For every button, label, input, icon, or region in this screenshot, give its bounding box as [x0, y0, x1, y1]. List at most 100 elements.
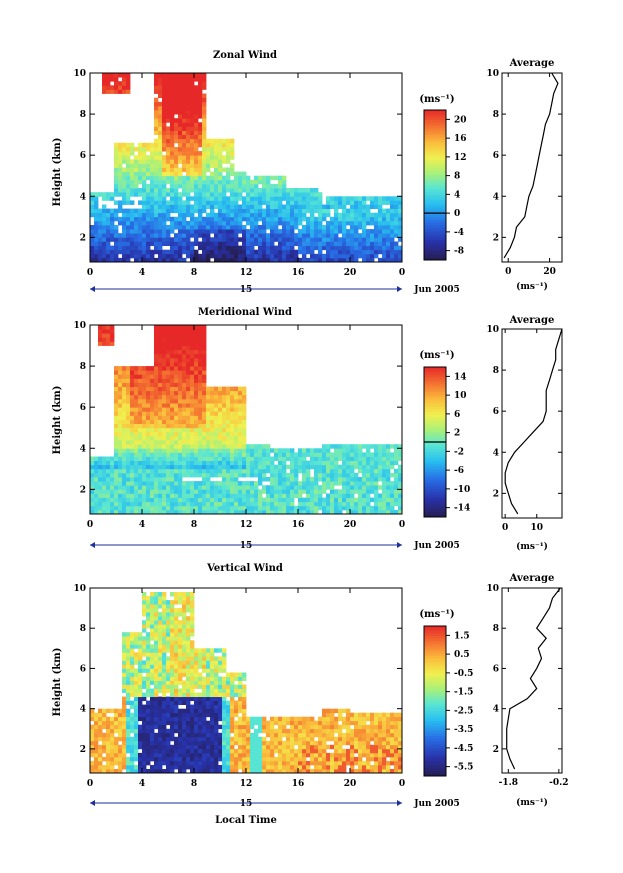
heatmap-cell: [278, 497, 283, 503]
heatmap-cell: [190, 664, 195, 669]
heatmap-cell: [186, 337, 191, 342]
heatmap-cell: [174, 672, 179, 677]
heatmap-cell: [126, 728, 131, 734]
heatmap-cell: [374, 212, 379, 218]
heatmap-cell: [90, 728, 95, 734]
heatmap-cell: [150, 378, 155, 383]
heatmap-cell: [122, 241, 127, 247]
heatmap-cell: [150, 464, 155, 470]
heatmap-cell: [170, 241, 175, 247]
heatmap-cell: [182, 337, 187, 342]
heatmap-cell: [334, 204, 339, 210]
heatmap-cell: [166, 415, 171, 420]
heatmap-cell: [162, 440, 167, 445]
heatmap-cell: [334, 233, 339, 238]
heatmap-cell: [90, 200, 95, 205]
heatmap-cell: [198, 101, 203, 107]
heatmap-cell: [226, 142, 231, 148]
heatmap-cell: [206, 241, 211, 247]
heatmap-cell: [122, 688, 127, 693]
heatmap-cell: [142, 208, 147, 214]
heatmap-cell: [106, 233, 111, 238]
heatmap-cell: [126, 696, 131, 702]
heatmap-cell: [170, 464, 175, 470]
heatmap-cell: [134, 171, 139, 177]
heatmap-cell: [138, 249, 143, 255]
heatmap-cell: [178, 134, 183, 140]
heatmap-cell: [170, 668, 175, 673]
heatmap-cell: [130, 403, 135, 408]
heatmap-cell: [126, 712, 131, 718]
heatmap-cell: [114, 736, 119, 742]
heatmap-cell: [214, 188, 219, 193]
heatmap-cell: [266, 225, 271, 230]
heatmap-cell: [186, 208, 191, 214]
heatmap-cell: [198, 122, 203, 127]
heatmap-cell: [386, 208, 391, 214]
heatmap-cell: [222, 167, 227, 173]
heatmap-cell: [166, 407, 171, 412]
heatmap-cell: [170, 159, 175, 164]
heatmap-cell: [182, 680, 187, 685]
heatmap-cell: [250, 444, 255, 449]
heatmap-cell: [166, 403, 171, 408]
heatmap-cell: [146, 616, 151, 621]
heatmap-cell: [354, 501, 359, 507]
heatmap-cell: [182, 660, 187, 665]
heatmap-cell: [126, 427, 131, 433]
heatmap-cell: [186, 760, 191, 766]
heatmap-cell: [186, 362, 191, 367]
heatmap-cell: [162, 660, 167, 665]
heatmap-cell: [174, 175, 179, 181]
heatmap-cell: [150, 700, 155, 706]
heatmap-cell: [198, 93, 203, 99]
heatmap-cell: [114, 225, 119, 230]
heatmap-cell: [170, 624, 175, 629]
heatmap-cell: [250, 245, 255, 251]
heatmap-cell: [166, 460, 171, 466]
heatmap-cell: [110, 477, 115, 482]
heatmap-cell: [190, 353, 195, 359]
heatmap-cell: [178, 660, 183, 665]
heatmap-cell: [282, 249, 287, 255]
heatmap-cell: [278, 477, 283, 482]
heatmap-cell: [150, 253, 155, 259]
heatmap-cell: [154, 390, 159, 396]
heatmap-cell: [266, 212, 271, 218]
heatmap-cell: [118, 73, 123, 78]
heatmap-cell: [162, 720, 167, 726]
heatmap-cell: [170, 196, 175, 201]
heatmap-cell: [262, 253, 267, 259]
heatmap-cell: [114, 171, 119, 177]
heatmap-cell: [102, 237, 107, 242]
heatmap-cell: [122, 676, 127, 681]
heatmap-cell: [398, 501, 403, 507]
heatmap-cell: [146, 382, 151, 388]
heatmap-cell: [150, 692, 155, 698]
heatmap-cell: [186, 341, 191, 346]
heatmap-cell: [154, 628, 159, 633]
heatmap-cell: [166, 485, 171, 490]
heatmap-cell: [230, 253, 235, 259]
colorbar-tick-label: 6: [454, 410, 460, 420]
heatmap-cell: [174, 366, 179, 371]
heatmap-cell: [142, 769, 147, 774]
heatmap-cell: [134, 692, 139, 698]
heatmap-cell: [134, 456, 139, 462]
heatmap-cell: [338, 472, 343, 478]
colorbar-swatch: [424, 419, 446, 423]
heatmap-cell: [130, 712, 135, 718]
heatmap-cell: [142, 253, 147, 259]
heatmap-cell: [194, 105, 199, 111]
heatmap-cell: [130, 652, 135, 657]
heatmap-cell: [218, 241, 223, 247]
heatmap-cell: [158, 212, 163, 218]
heatmap-cell: [98, 748, 103, 754]
heatmap-cell: [162, 110, 167, 115]
heatmap-cell: [162, 419, 167, 425]
heatmap-cell: [358, 237, 363, 242]
heatmap-cell: [254, 257, 259, 263]
heatmap-cell: [322, 216, 327, 222]
heatmap-cell: [342, 196, 347, 201]
heatmap-cell: [122, 171, 127, 177]
